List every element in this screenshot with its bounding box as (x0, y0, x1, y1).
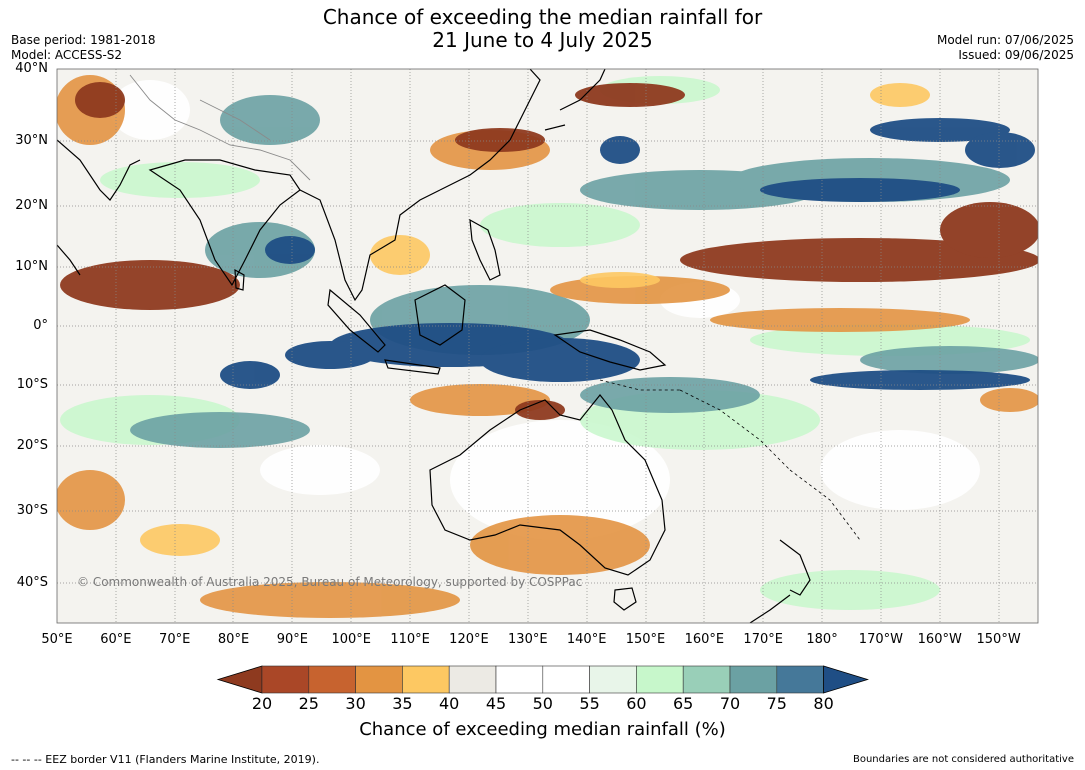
longitude-label: 100°E (331, 632, 372, 647)
colorbar-extend-low (216, 665, 263, 694)
colorbar-tick-label: 55 (579, 694, 600, 713)
colorbar-tick-label: 25 (298, 694, 319, 713)
longitude-label: 170°W (858, 632, 903, 647)
longitude-label: 160°W (917, 632, 962, 647)
latitude-label: 30°N (15, 133, 48, 148)
colorbar-tick-label: 30 (345, 694, 366, 713)
latitude-label: 10°S (16, 377, 48, 392)
colorbar-segment (402, 665, 450, 694)
model-run: Model run: 07/06/2025 (936, 33, 1074, 47)
colorbar-tick-label: 60 (626, 694, 647, 713)
model-name: Model: ACCESS-S2 (11, 48, 123, 62)
colorbar (216, 665, 869, 694)
copyright-credit: © Commonwealth of Australia 2025, Bureau… (77, 575, 583, 589)
colorbar-segment (589, 665, 637, 694)
japan-coast (544, 69, 606, 131)
colorbar-tick-label: 70 (719, 694, 741, 713)
longitude-label: 180° (806, 632, 838, 647)
colorbar-segment (636, 665, 684, 694)
sumatra-coast (327, 288, 386, 353)
graticule (57, 69, 1038, 623)
colorbar-title: Chance of exceeding median rainfall (%) (359, 719, 726, 740)
colorbar-segment (308, 665, 356, 694)
colorbar-segment (448, 665, 497, 694)
latitude-label: 10°N (15, 259, 48, 274)
issued-date: Issued: 09/06/2025 (958, 48, 1074, 62)
longitude-label: 50°E (41, 632, 73, 647)
latitude-label: 30°S (16, 503, 48, 518)
colorbar-extend-high (823, 665, 869, 694)
latitude-label: 20°S (16, 438, 48, 453)
new-zealand-coast (749, 539, 811, 623)
boundary-disclaimer: Boundaries are not considered authoritat… (852, 754, 1074, 765)
indochina-coast (299, 189, 441, 302)
base-period: Base period: 1981-2018 (11, 33, 156, 47)
colorbar-tick-label: 65 (673, 694, 694, 713)
orange-areas (57, 75, 1038, 618)
eez-legend: -- -- -- EEZ border V11 (Flanders Marine… (11, 753, 320, 766)
longitude-label: 150°E (625, 632, 666, 647)
colorbar-segment (495, 665, 544, 694)
title-line-2: 21 June to 4 July 2025 (432, 28, 653, 52)
brown-areas (60, 82, 1038, 420)
longitude-label: 150°W (976, 632, 1021, 647)
new-guinea-coast (553, 329, 667, 371)
title-line-1: Chance of exceeding the median rainfall … (322, 5, 763, 29)
colorbar-tick-label: 80 (813, 694, 834, 713)
colorbar-segment (542, 665, 590, 694)
colorbar-segment (355, 665, 403, 694)
longitude-label: 160°E (684, 632, 725, 647)
latitude-label: 0° (33, 318, 48, 333)
longitude-label: 130°E (508, 632, 548, 647)
arabia-coast (57, 139, 141, 201)
longitude-label: 110°E (390, 632, 430, 647)
latitude-label: 40°N (15, 61, 48, 76)
dark-blue-areas (220, 118, 1035, 390)
colorbar-segment (682, 665, 731, 694)
land-borders (129, 74, 311, 181)
sri-lanka-coast (234, 268, 245, 291)
colorbar-segment (729, 665, 778, 694)
africa-coast (57, 244, 81, 276)
borneo-coast (414, 284, 466, 346)
map-frame (56, 68, 1039, 624)
china-coast (439, 69, 541, 191)
longitude-label: 60°E (100, 632, 132, 647)
java-coast (384, 359, 441, 375)
tasmania-coast (613, 587, 637, 611)
latitude-label: 20°N (15, 198, 48, 213)
colorbar-segment (261, 665, 310, 694)
longitude-label: 120°E (449, 632, 489, 647)
colorbar-tick-label: 20 (251, 694, 273, 713)
yellow-areas (140, 83, 930, 556)
colorbar-tick-label: 35 (392, 694, 413, 713)
latitude-label: 40°S (16, 575, 48, 590)
colorbar-tick-label: 50 (532, 694, 553, 713)
australia-coast (429, 394, 666, 576)
india-coast (148, 159, 301, 287)
longitude-label: 80°E (217, 632, 250, 647)
coastlines (57, 69, 811, 623)
longitude-label: 90°E (276, 632, 309, 647)
longitude-label: 170°E (743, 632, 783, 647)
colorbar-tick-label: 75 (766, 694, 787, 713)
philippines-coast (469, 218, 501, 281)
longitude-label: 140°E (566, 632, 607, 647)
colorbar-tick-label: 40 (439, 694, 460, 713)
longitude-label: 70°E (159, 632, 191, 647)
colorbar-tick-label: 45 (485, 694, 507, 713)
eez-borders (599, 379, 861, 541)
colorbar-segment (776, 665, 824, 694)
